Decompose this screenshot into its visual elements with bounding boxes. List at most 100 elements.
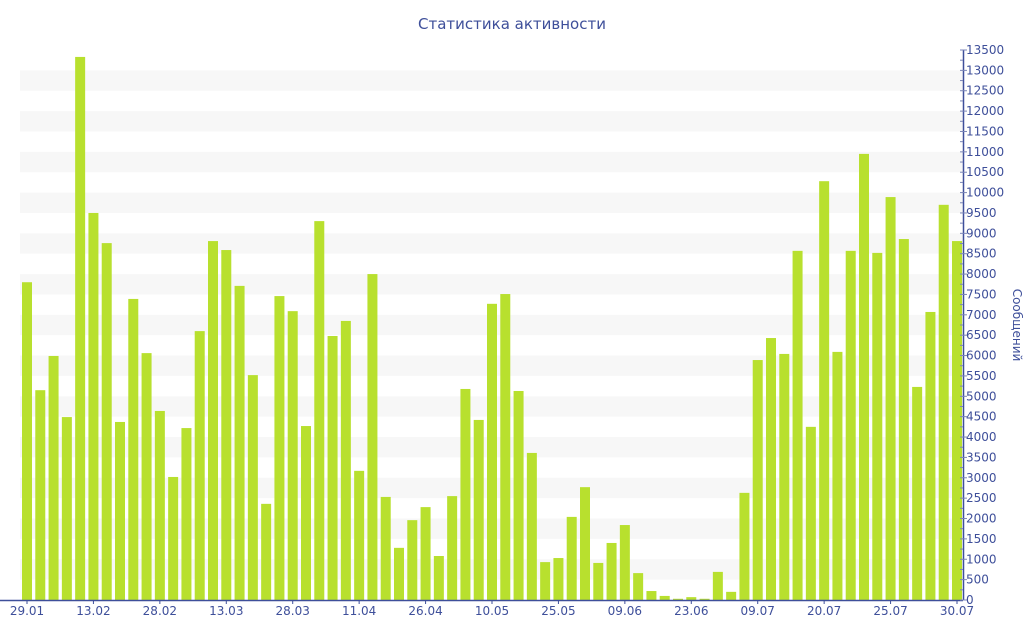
bar xyxy=(75,56,86,601)
y-tick-label: 7500 xyxy=(966,287,997,301)
y-tick-label: 13500 xyxy=(966,43,1004,57)
x-tick-label: 13.03 xyxy=(209,604,243,618)
bar xyxy=(819,181,830,600)
bar xyxy=(792,250,803,600)
y-tick-label: 8000 xyxy=(966,267,997,281)
bar xyxy=(367,274,378,600)
y-tick-label: 13000 xyxy=(966,63,1004,77)
bar xyxy=(898,239,909,600)
bar xyxy=(540,562,551,600)
bar xyxy=(593,562,604,600)
bar xyxy=(261,503,272,600)
x-tick-label: 25.05 xyxy=(541,604,575,618)
chart-title: Статистика активности xyxy=(418,15,606,33)
bar xyxy=(513,391,524,600)
x-tick-label: 09.06 xyxy=(608,604,642,618)
bar xyxy=(181,428,192,600)
grid-band xyxy=(20,274,963,295)
bar xyxy=(61,417,72,600)
y-tick-label: 9500 xyxy=(966,206,997,220)
y-tick-label: 500 xyxy=(966,573,989,587)
bar xyxy=(566,516,577,600)
bar xyxy=(779,353,790,600)
x-tick-label: 25.07 xyxy=(873,604,907,618)
grid-band xyxy=(20,151,963,173)
y-tick-label: 4500 xyxy=(966,410,997,424)
y-tick-label: 1000 xyxy=(966,552,997,566)
y-tick-label: 4000 xyxy=(966,430,997,444)
bar xyxy=(247,375,258,600)
x-tick-label: 28.02 xyxy=(143,604,177,618)
bar xyxy=(447,496,458,600)
bar xyxy=(101,243,112,600)
x-tick-label: 26.04 xyxy=(408,604,442,618)
bar xyxy=(580,487,590,600)
y-tick-label: 11500 xyxy=(966,124,1004,138)
bar xyxy=(712,571,723,600)
bar xyxy=(952,241,962,600)
bar xyxy=(938,204,949,600)
x-tick-label: 29.01 xyxy=(10,604,44,618)
bar xyxy=(912,386,923,600)
y-tick-label: 5000 xyxy=(966,389,997,403)
y-tick-label: 10000 xyxy=(966,186,1004,200)
bar xyxy=(673,598,683,600)
bar xyxy=(380,496,391,600)
bar xyxy=(115,421,125,600)
bar xyxy=(699,598,710,600)
bar xyxy=(487,303,497,600)
bar xyxy=(460,388,471,600)
bar xyxy=(845,250,856,600)
bar xyxy=(832,351,843,600)
bar xyxy=(407,520,418,600)
bar xyxy=(553,558,564,600)
bar xyxy=(805,426,816,600)
y-tick-label: 0 xyxy=(966,593,974,607)
x-tick-label: 09.07 xyxy=(741,604,775,618)
bar xyxy=(686,597,697,600)
grid-band xyxy=(20,70,963,91)
y-tick-label: 12500 xyxy=(966,84,1004,98)
bar xyxy=(394,547,404,600)
y-tick-label: 1500 xyxy=(966,532,997,546)
grid-band xyxy=(20,192,963,213)
x-tick-label: 11.04 xyxy=(342,604,376,618)
bar xyxy=(473,419,484,600)
y-tick-label: 9000 xyxy=(966,226,997,240)
bar xyxy=(354,470,365,600)
y-tick-label: 6500 xyxy=(966,328,997,342)
bar xyxy=(633,573,644,600)
bar xyxy=(287,311,298,600)
bar xyxy=(739,492,750,600)
bar xyxy=(221,250,232,600)
y-tick-label: 5500 xyxy=(966,369,997,383)
bar xyxy=(128,298,139,600)
x-tick-label: 10.05 xyxy=(475,604,509,618)
y-tick-label: 8500 xyxy=(966,247,997,261)
y-tick-label: 3000 xyxy=(966,471,997,485)
grid-band xyxy=(20,233,963,254)
y-tick-label: 2000 xyxy=(966,512,997,526)
bar xyxy=(234,285,245,600)
y-tick-label: 3500 xyxy=(966,450,997,464)
bar xyxy=(22,282,32,600)
x-tick-label: 28.03 xyxy=(276,604,310,618)
bar xyxy=(35,390,46,600)
bar xyxy=(726,591,737,600)
bar xyxy=(859,153,869,600)
y-axis-label: Сообщений xyxy=(1010,289,1024,362)
bar xyxy=(340,320,351,600)
y-tick-label: 6000 xyxy=(966,349,997,363)
bar xyxy=(208,241,218,600)
y-tick-label: 11000 xyxy=(966,145,1004,159)
bar xyxy=(925,311,936,600)
x-tick-label: 30.07 xyxy=(940,604,974,618)
bar xyxy=(766,338,776,600)
bar xyxy=(274,296,285,600)
bar xyxy=(48,355,59,600)
bar xyxy=(606,542,617,600)
bar xyxy=(526,452,537,600)
x-tick-label: 23.06 xyxy=(674,604,708,618)
bar xyxy=(646,591,657,600)
